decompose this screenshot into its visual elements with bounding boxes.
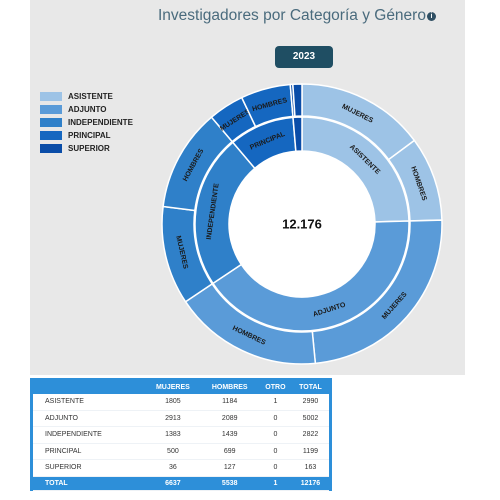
table-cell: 1199: [291, 443, 329, 460]
table-cell: 1: [258, 394, 292, 411]
table-cell: ASISTENTE: [33, 394, 146, 411]
table-header-row: MUJERES HOMBRES OTRO TOTAL: [33, 381, 329, 394]
legend-item-adjunto[interactable]: ADJUNTO: [40, 103, 133, 116]
table-row: INDEPENDIENTE 1383 1439 0 2822: [33, 426, 329, 444]
legend-item-independiente[interactable]: INDEPENDIENTE: [40, 116, 133, 129]
data-table: MUJERES HOMBRES OTRO TOTAL ASISTENTE 1805 118…: [33, 381, 329, 491]
table-cell: TOTAL: [33, 476, 146, 491]
legend-swatch: [40, 105, 62, 114]
legend-swatch: [40, 131, 62, 140]
table-row: SUPERIOR 36 127 0 163: [33, 459, 329, 477]
legend-swatch: [40, 144, 62, 153]
table-cell: PRINCIPAL: [33, 443, 146, 460]
table-header-cell: OTRO: [258, 381, 292, 394]
chart-title-text: Investigadores por Categoría y Género: [158, 7, 426, 24]
table-cell: 0: [258, 459, 292, 477]
table-cell: 1184: [200, 394, 259, 411]
table-cell: 5002: [291, 410, 329, 427]
center-total-value: 12.176: [282, 216, 322, 231]
table-cell: 2822: [291, 426, 329, 444]
legend-label: INDEPENDIENTE: [68, 118, 133, 127]
table-cell: INDEPENDIENTE: [33, 426, 146, 444]
table-row: ASISTENTE 1805 1184 1 2990: [33, 394, 329, 411]
table-cell: 127: [200, 459, 259, 477]
chart-center: [229, 151, 375, 297]
legend-item-asistente[interactable]: ASISTENTE: [40, 90, 133, 103]
table-cell: 36: [145, 459, 201, 477]
table-total-row: TOTAL 6637 5538 1 12176: [33, 476, 329, 491]
table-cell: 12176: [291, 476, 329, 491]
table-cell: SUPERIOR: [33, 459, 146, 477]
table-header-cell: HOMBRES: [200, 381, 259, 394]
table-cell: 1805: [145, 394, 201, 411]
year-selector-button[interactable]: 2023: [275, 46, 333, 68]
table-cell: ADJUNTO: [33, 410, 146, 427]
table-cell: 699: [200, 443, 259, 460]
table-header-cell: TOTAL: [291, 381, 329, 394]
legend-label: ASISTENTE: [68, 92, 113, 101]
legend-label: PRINCIPAL: [68, 131, 111, 140]
info-icon[interactable]: i: [426, 12, 436, 21]
table-cell: 0: [258, 410, 292, 427]
table-cell: 0: [258, 443, 292, 460]
table-row: PRINCIPAL 500 699 0 1199: [33, 443, 329, 460]
legend-label: SUPERIOR: [68, 144, 110, 153]
table-header-cell: [33, 381, 146, 394]
table-body: ASISTENTE 1805 1184 1 2990 ADJUNTO 2913 2089 0 50…: [33, 394, 329, 491]
sunburst-category-adjunto[interactable]: [211, 220, 410, 332]
table-cell: 163: [291, 459, 329, 477]
table-row: ADJUNTO 2913 2089 0 5002: [33, 410, 329, 427]
sunburst-category-superior[interactable]: [292, 116, 303, 153]
table-cell: 2089: [200, 410, 259, 427]
legend-label: ADJUNTO: [68, 105, 107, 114]
legend: ASISTENTE ADJUNTO INDEPENDIENTE PRINCIPAL SU…: [40, 90, 133, 155]
table-cell: 2990: [291, 394, 329, 411]
table-cell: 1: [258, 476, 292, 491]
table-cell: 0: [258, 426, 292, 444]
table-header-cell: MUJERES: [145, 381, 201, 394]
table-cell: 1439: [200, 426, 259, 444]
table-cell: 2913: [145, 410, 201, 427]
legend-item-principal[interactable]: PRINCIPAL: [40, 129, 133, 142]
legend-swatch: [40, 118, 62, 127]
chart-title: Investigadores por Categoría y Género i: [158, 7, 458, 25]
table-cell: 500: [145, 443, 201, 460]
sunburst-gender-superior-hombres[interactable]: [292, 83, 303, 118]
table-cell: 5538: [200, 476, 259, 491]
table-cell: 6637: [145, 476, 201, 491]
table-cell: 1383: [145, 426, 201, 444]
data-table-container: MUJERES HOMBRES OTRO TOTAL ASISTENTE 1805 118…: [30, 378, 332, 491]
legend-item-superior[interactable]: SUPERIOR: [40, 142, 133, 155]
legend-swatch: [40, 92, 62, 101]
